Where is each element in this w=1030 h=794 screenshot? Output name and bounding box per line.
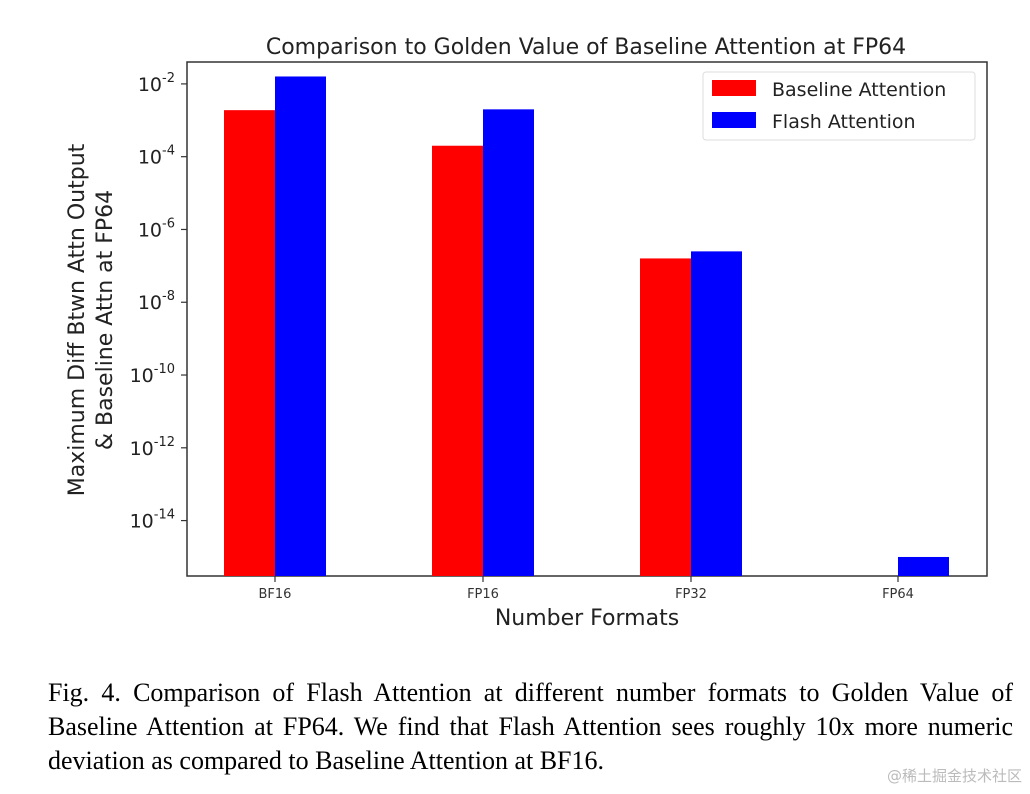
y-tick-label: 10-8 [138,289,175,314]
bar-flash-fp64 [898,556,949,576]
bar-flash-fp16 [483,109,534,577]
x-axis-label: Number Formats [495,606,679,631]
chart-figure: Comparison to Golden Value of Baseline A… [65,35,988,631]
bar-baseline-fp32 [640,258,691,576]
legend-label-baseline: Baseline Attention [772,79,946,101]
legend-swatch-flash [712,112,756,128]
y-axis-label: Maximum Diff Btwn Attn Output & Baseline… [65,143,118,496]
bars-group [224,76,949,577]
bar-baseline-fp16 [432,145,483,577]
x-tick-label: FP64 [882,587,914,602]
y-tick-label: 10-2 [138,71,175,96]
bar-flash-bf16 [275,76,326,577]
y-axis-label-line-1: Maximum Diff Btwn Attn Output [65,143,90,496]
legend-label-flash: Flash Attention [772,111,916,133]
x-axis: BF16 FP16 FP32 FP64 [259,576,914,602]
bar-baseline-bf16 [224,110,275,576]
y-tick-label: 10-6 [138,216,175,241]
x-tick-label: FP16 [467,587,499,602]
x-tick-label: FP32 [675,587,707,602]
legend-swatch-baseline [712,80,756,96]
chart-title: Comparison to Golden Value of Baseline A… [266,35,906,60]
y-tick-label: 10-4 [138,144,175,169]
bar-flash-fp32 [691,251,742,576]
plot-area-border [186,61,988,577]
y-axis-label-line-2: & Baseline Attn at FP64 [93,190,118,450]
plot-frame [186,61,988,577]
watermark: @稀土掘金技术社区 [886,767,1022,785]
legend-frame [702,71,976,141]
y-tick-label: 10-10 [130,362,175,387]
figure-caption: Fig. 4. Comparison of Flash Attention at… [48,678,1013,775]
x-tick-label: BF16 [259,587,292,602]
legend: Baseline Attention Flash Attention [702,71,976,141]
y-tick-label: 10-14 [130,508,175,533]
y-axis: 10-2 10-4 10-6 10-8 10-10 10-12 10-14 [130,71,187,533]
y-tick-label: 10-12 [130,435,175,460]
